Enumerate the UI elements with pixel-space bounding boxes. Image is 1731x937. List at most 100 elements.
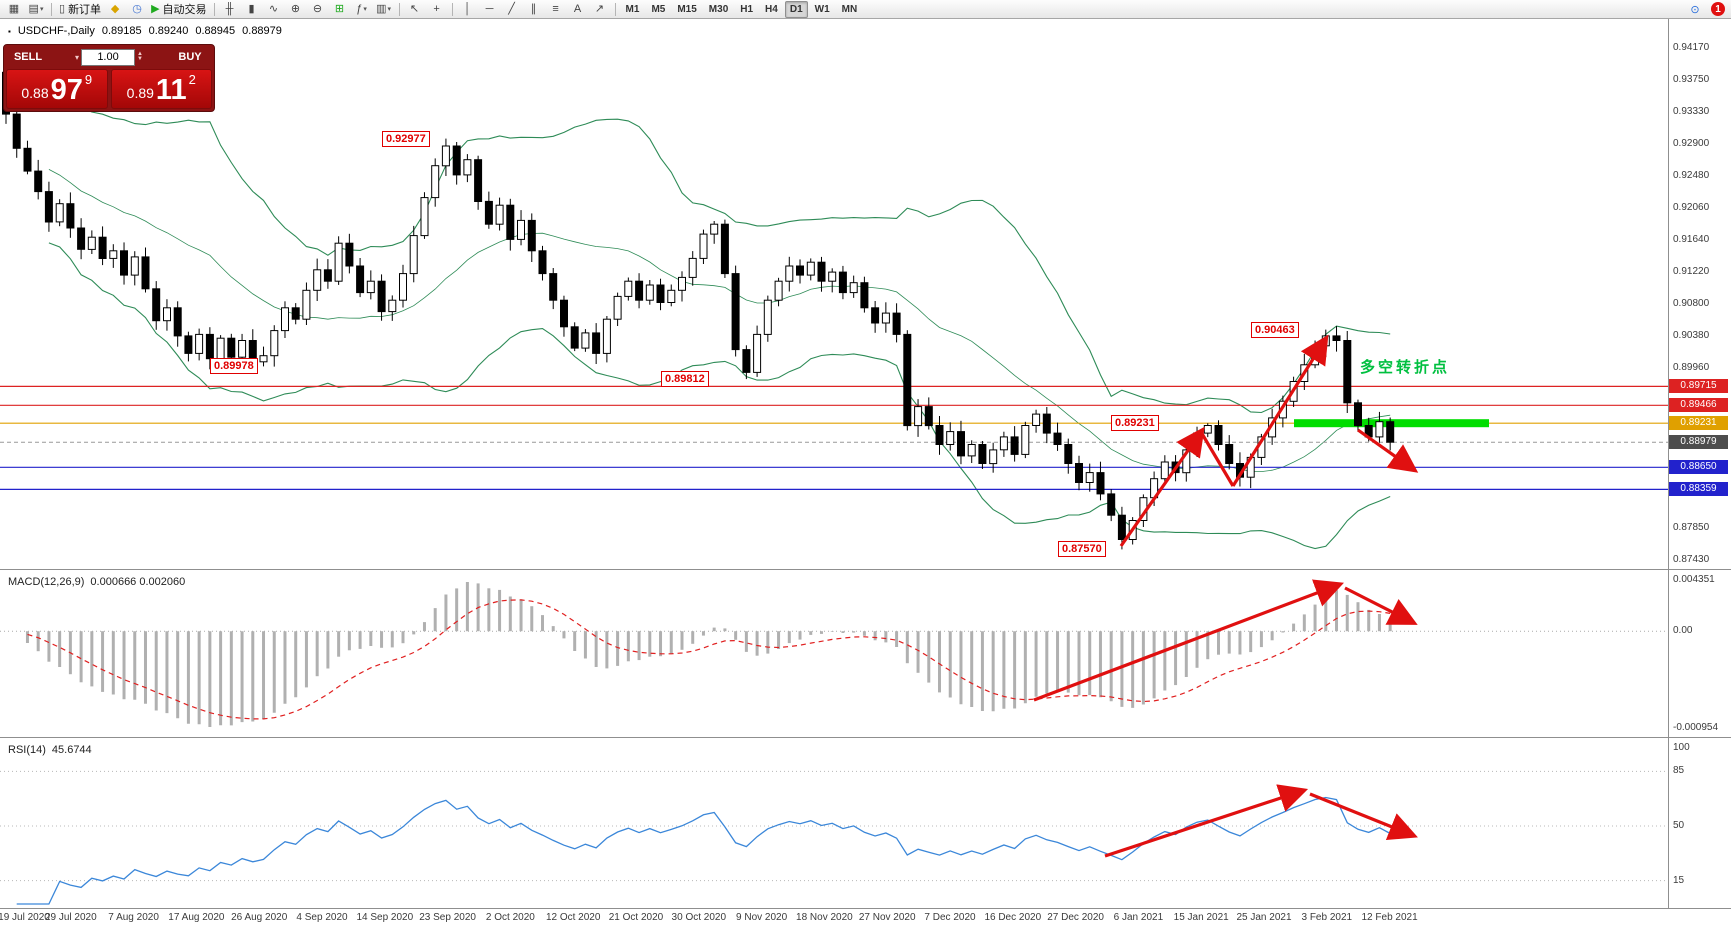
macd-axis-label: 0.004351 xyxy=(1673,574,1715,585)
date-axis-label: 7 Dec 2020 xyxy=(924,912,976,923)
timeframe-mn[interactable]: MN xyxy=(841,3,858,15)
price-axis-label: 0.91640 xyxy=(1673,234,1710,246)
zoom-out-icon: ⊖ xyxy=(312,2,323,15)
date-axis-label: 2 Oct 2020 xyxy=(485,912,535,923)
text-button[interactable]: A xyxy=(568,1,588,17)
trendline-icon: ╱ xyxy=(508,2,515,15)
new-order-icon: ▯ xyxy=(59,2,66,15)
periods-button[interactable]: ▥ ▾ xyxy=(374,1,394,17)
channel-button[interactable]: ∥ xyxy=(524,1,544,17)
metaeditor-button[interactable]: ◆ xyxy=(105,1,125,17)
ohlc-high: 0.89240 xyxy=(148,25,189,37)
sell-button[interactable]: SELL xyxy=(6,50,50,64)
lot-stepper[interactable]: ▲ ▼ xyxy=(137,51,143,62)
price-callout-label: 0.87570 xyxy=(1058,541,1106,557)
trend-arrow-up-rsi xyxy=(1104,784,1309,858)
date-axis-label: 3 Feb 2021 xyxy=(1301,912,1353,923)
timeframe-h4[interactable]: H4 xyxy=(765,3,778,15)
search-icon[interactable]: ⊙ xyxy=(1690,3,1700,16)
price-callout-label: 0.90463 xyxy=(1251,322,1299,338)
ohlc-low: 0.88945 xyxy=(195,25,236,37)
rsi-label: RSI(14) 45.6744 xyxy=(8,744,92,756)
date-axis-label: 19 Jul 2020 xyxy=(0,912,50,923)
zoom-in-button[interactable]: ⊕ xyxy=(286,1,306,17)
ohlc-open: 0.89185 xyxy=(101,25,142,37)
date-axis-label: 21 Oct 2020 xyxy=(608,912,664,923)
cursor-icon: ↖ xyxy=(409,2,420,15)
date-axis-label: 17 Aug 2020 xyxy=(168,912,225,923)
bid-price-button[interactable]: 0.88 97 9 xyxy=(6,69,108,109)
bid-price-pipette: 9 xyxy=(84,72,93,87)
date-axis-label: 14 Sep 2020 xyxy=(356,912,414,923)
timeframe-m30[interactable]: M30 xyxy=(708,3,729,15)
horizontal-line-button[interactable]: ─ xyxy=(480,1,500,17)
price-tag: 0.89715 xyxy=(1669,379,1728,394)
new-chart-icon: ▦ xyxy=(8,2,20,15)
timeframe-bar: M1 M5 M15 M30 H1 H4 D1 W1 MN xyxy=(620,0,864,18)
price-callout-label: 0.92977 xyxy=(382,131,430,147)
trend-arrow-up-main xyxy=(1119,426,1205,547)
bar-chart-button[interactable]: ╫ xyxy=(220,1,240,17)
vertical-line-button[interactable]: │ xyxy=(458,1,478,17)
new-order-button[interactable]: ▯ 新订单 xyxy=(57,1,103,17)
tile-windows-button[interactable]: ⊞ xyxy=(330,1,350,17)
new-chart-button[interactable]: ▦ xyxy=(4,1,24,17)
timeframe-m1[interactable]: M1 xyxy=(625,3,640,15)
chart-profiles-button[interactable]: ▤ ▾ xyxy=(26,1,46,17)
price-axis-label: 0.87430 xyxy=(1673,554,1710,565)
candlestick-chart-button[interactable]: ▮ xyxy=(242,1,262,17)
toolbar-separator xyxy=(51,2,52,16)
price-tag: 0.88359 xyxy=(1669,482,1728,497)
autotrading-play-icon: ▶ xyxy=(151,2,160,15)
lot-up-icon[interactable]: ▲ xyxy=(137,51,143,57)
lot-options-caret-icon[interactable]: ▾ xyxy=(75,52,80,62)
fibonacci-button[interactable]: ≡ xyxy=(546,1,566,17)
buy-button[interactable]: BUY xyxy=(168,50,212,64)
price-axis-label: 0.93330 xyxy=(1673,105,1710,117)
notification-badge[interactable]: 1 xyxy=(1711,2,1725,16)
timeframe-w1[interactable]: W1 xyxy=(814,3,830,15)
crosshair-button[interactable]: + xyxy=(427,1,447,17)
price-tag: 0.88979 xyxy=(1669,435,1728,450)
timeframe-d1[interactable]: D1 xyxy=(784,0,808,18)
macd-label: MACD(12,26,9) 0.000666 0.002060 xyxy=(8,576,185,588)
trend-arrow-down-main xyxy=(1357,428,1419,473)
tile-windows-icon: ⊞ xyxy=(334,2,345,15)
rsi-indicator xyxy=(0,770,1668,905)
symbol-info: ▪ USDCHF-,Daily 0.89185 0.89240 0.88945 … xyxy=(8,25,282,37)
bid-price-integer: 0.88 xyxy=(21,85,49,101)
price-callout-label: 0.89812 xyxy=(661,371,709,387)
date-axis-label: 9 Nov 2020 xyxy=(736,912,788,923)
trend-line-pullback xyxy=(1199,431,1235,487)
trend-arrow-up-macd xyxy=(1033,579,1344,702)
history-center-button[interactable]: ◷ xyxy=(127,1,147,17)
timeframe-m5[interactable]: M5 xyxy=(651,3,666,15)
toolbar-separator xyxy=(451,2,453,16)
line-chart-button[interactable]: ∿ xyxy=(264,1,284,17)
macd-name: MACD(12,26,9) xyxy=(8,576,85,588)
autotrading-button[interactable]: ▶ 自动交易 xyxy=(149,1,208,17)
timeframe-m15[interactable]: M15 xyxy=(677,3,697,15)
date-axis-label: 25 Jan 2021 xyxy=(1236,912,1292,923)
zoom-out-button[interactable]: ⊖ xyxy=(308,1,328,17)
indicators-button[interactable]: ƒ ▾ xyxy=(352,1,372,17)
trendline-button[interactable]: ╱ xyxy=(502,1,522,17)
lot-size-input[interactable] xyxy=(81,48,136,66)
date-axis-label: 27 Nov 2020 xyxy=(858,912,916,923)
timeframe-h1[interactable]: H1 xyxy=(740,3,754,15)
cursor-button[interactable]: ↖ xyxy=(405,1,425,17)
toolbar-separator xyxy=(213,2,215,16)
trend-arrow-down-rsi xyxy=(1309,792,1418,841)
lot-down-icon[interactable]: ▼ xyxy=(137,56,143,62)
line-chart-icon: ∿ xyxy=(268,2,279,15)
symbol-period-label: USDCHF-,Daily xyxy=(17,25,95,37)
ask-price-button[interactable]: 0.89 11 2 xyxy=(110,69,212,109)
rsi-axis-label: 100 xyxy=(1673,742,1690,753)
arrows-button[interactable]: ↗ xyxy=(590,1,610,17)
ask-price-integer: 0.89 xyxy=(126,85,154,101)
chart-marker-icon: ▪ xyxy=(8,26,11,36)
price-tag: 0.89231 xyxy=(1669,416,1728,431)
candlesticks xyxy=(2,67,1395,550)
rsi-axis-label: 15 xyxy=(1673,874,1685,886)
